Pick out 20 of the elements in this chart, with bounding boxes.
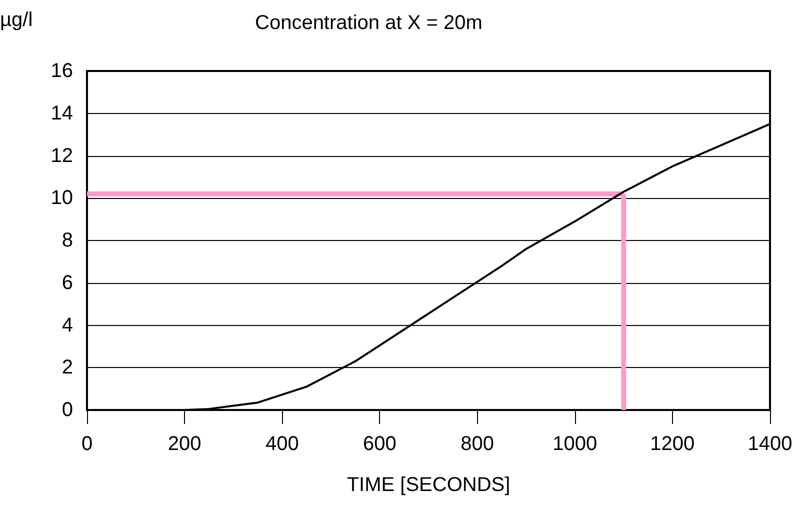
x-tick-label: 600 xyxy=(363,433,396,455)
x-tick-label: 0 xyxy=(81,433,93,455)
y-tick-label: 0 xyxy=(62,399,73,421)
y-tick-label: 2 xyxy=(62,356,73,379)
y-axis-title: µg/l xyxy=(0,9,33,31)
x-tick-label: 1200 xyxy=(650,433,695,455)
x-tick-label: 800 xyxy=(460,433,494,455)
y-tick-label: 14 xyxy=(50,102,73,124)
y-tick-label: 8 xyxy=(62,230,73,252)
chart-title: Concentration at X = 20m xyxy=(255,12,482,34)
x-tick-label: 1000 xyxy=(552,433,598,455)
y-tick-label: 12 xyxy=(50,144,73,167)
y-tick-label: 4 xyxy=(62,314,73,336)
x-tick-label: 400 xyxy=(265,433,299,455)
y-tick-label: 16 xyxy=(50,60,73,82)
x-tick-label: 1400 xyxy=(748,433,792,455)
y-tick-label: 6 xyxy=(62,272,73,294)
x-axis-title: TIME [SECONDS] xyxy=(346,474,510,496)
x-tick-label: 200 xyxy=(168,433,202,455)
y-tick-label: 10 xyxy=(50,187,73,210)
